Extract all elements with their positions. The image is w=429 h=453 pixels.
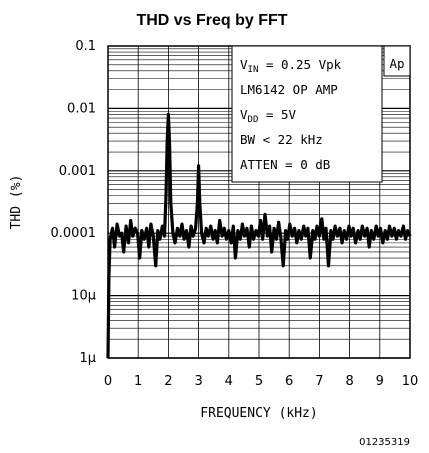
annotation-subscript: IN (248, 65, 259, 75)
annotation-main: ATTEN = 0 dB (240, 157, 330, 172)
annotation-main: BW < 22 kHz (240, 132, 323, 147)
annotation-main: V (240, 107, 248, 122)
x-tick-labels: 0 1 2 3 4 5 6 7 8 9 10 (104, 374, 418, 389)
figure-id: 01235319 (359, 437, 410, 448)
series-group (106, 112, 412, 359)
x-tick-label: 9 (376, 374, 384, 389)
x-tick-label: 2 (164, 374, 172, 389)
annotation-frame (231, 45, 383, 183)
annotation-subscript: DD (248, 115, 259, 125)
y-tick-label: 1μ (79, 351, 96, 366)
annotation-line: BW < 22 kHz (240, 132, 323, 147)
x-tick-label: 1 (134, 374, 142, 389)
thd-series-line (106, 112, 412, 359)
annotation-line: ATTEN = 0 dB (240, 157, 330, 172)
annotation-line: VIN = 0.25 Vpk (240, 57, 342, 75)
x-tick-label: 8 (345, 374, 353, 389)
y-tick-label: 0.01 (67, 101, 96, 116)
x-tick-label: 10 (402, 374, 419, 389)
y-tick-label: 10μ (71, 289, 96, 304)
x-tick-label: 7 (315, 374, 323, 389)
x-tick-label: 5 (255, 374, 263, 389)
x-tick-label: 3 (194, 374, 202, 389)
y-tick-label: 0.1 (75, 39, 96, 54)
y-tick-label: 0.001 (59, 164, 96, 179)
badge-label: Ap (389, 56, 404, 71)
annotation-line: LM6142 OP AMP (240, 82, 338, 97)
y-tick-label: 0.0001 (51, 226, 97, 241)
x-tick-label: 0 (104, 374, 112, 389)
annotation-rest: = 5V (258, 107, 296, 122)
ap-badge: Ap (383, 45, 411, 77)
x-tick-label: 4 (225, 374, 233, 389)
annotation-main: LM6142 OP AMP (240, 82, 338, 97)
y-axis-label: THD (%) (9, 175, 24, 230)
x-axis-label: FREQUENCY (kHz) (200, 406, 317, 421)
x-tick-label: 6 (285, 374, 293, 389)
chart-title: THD vs Freq by FFT (136, 12, 287, 29)
annotation-line: VDD = 5V (240, 107, 296, 125)
y-tick-labels: 0.1 0.01 0.001 0.0001 10μ 1μ (51, 39, 97, 366)
annotation-rest: = 0.25 Vpk (258, 57, 341, 72)
annotation-main: V (240, 57, 248, 72)
badge-frame (383, 45, 411, 77)
